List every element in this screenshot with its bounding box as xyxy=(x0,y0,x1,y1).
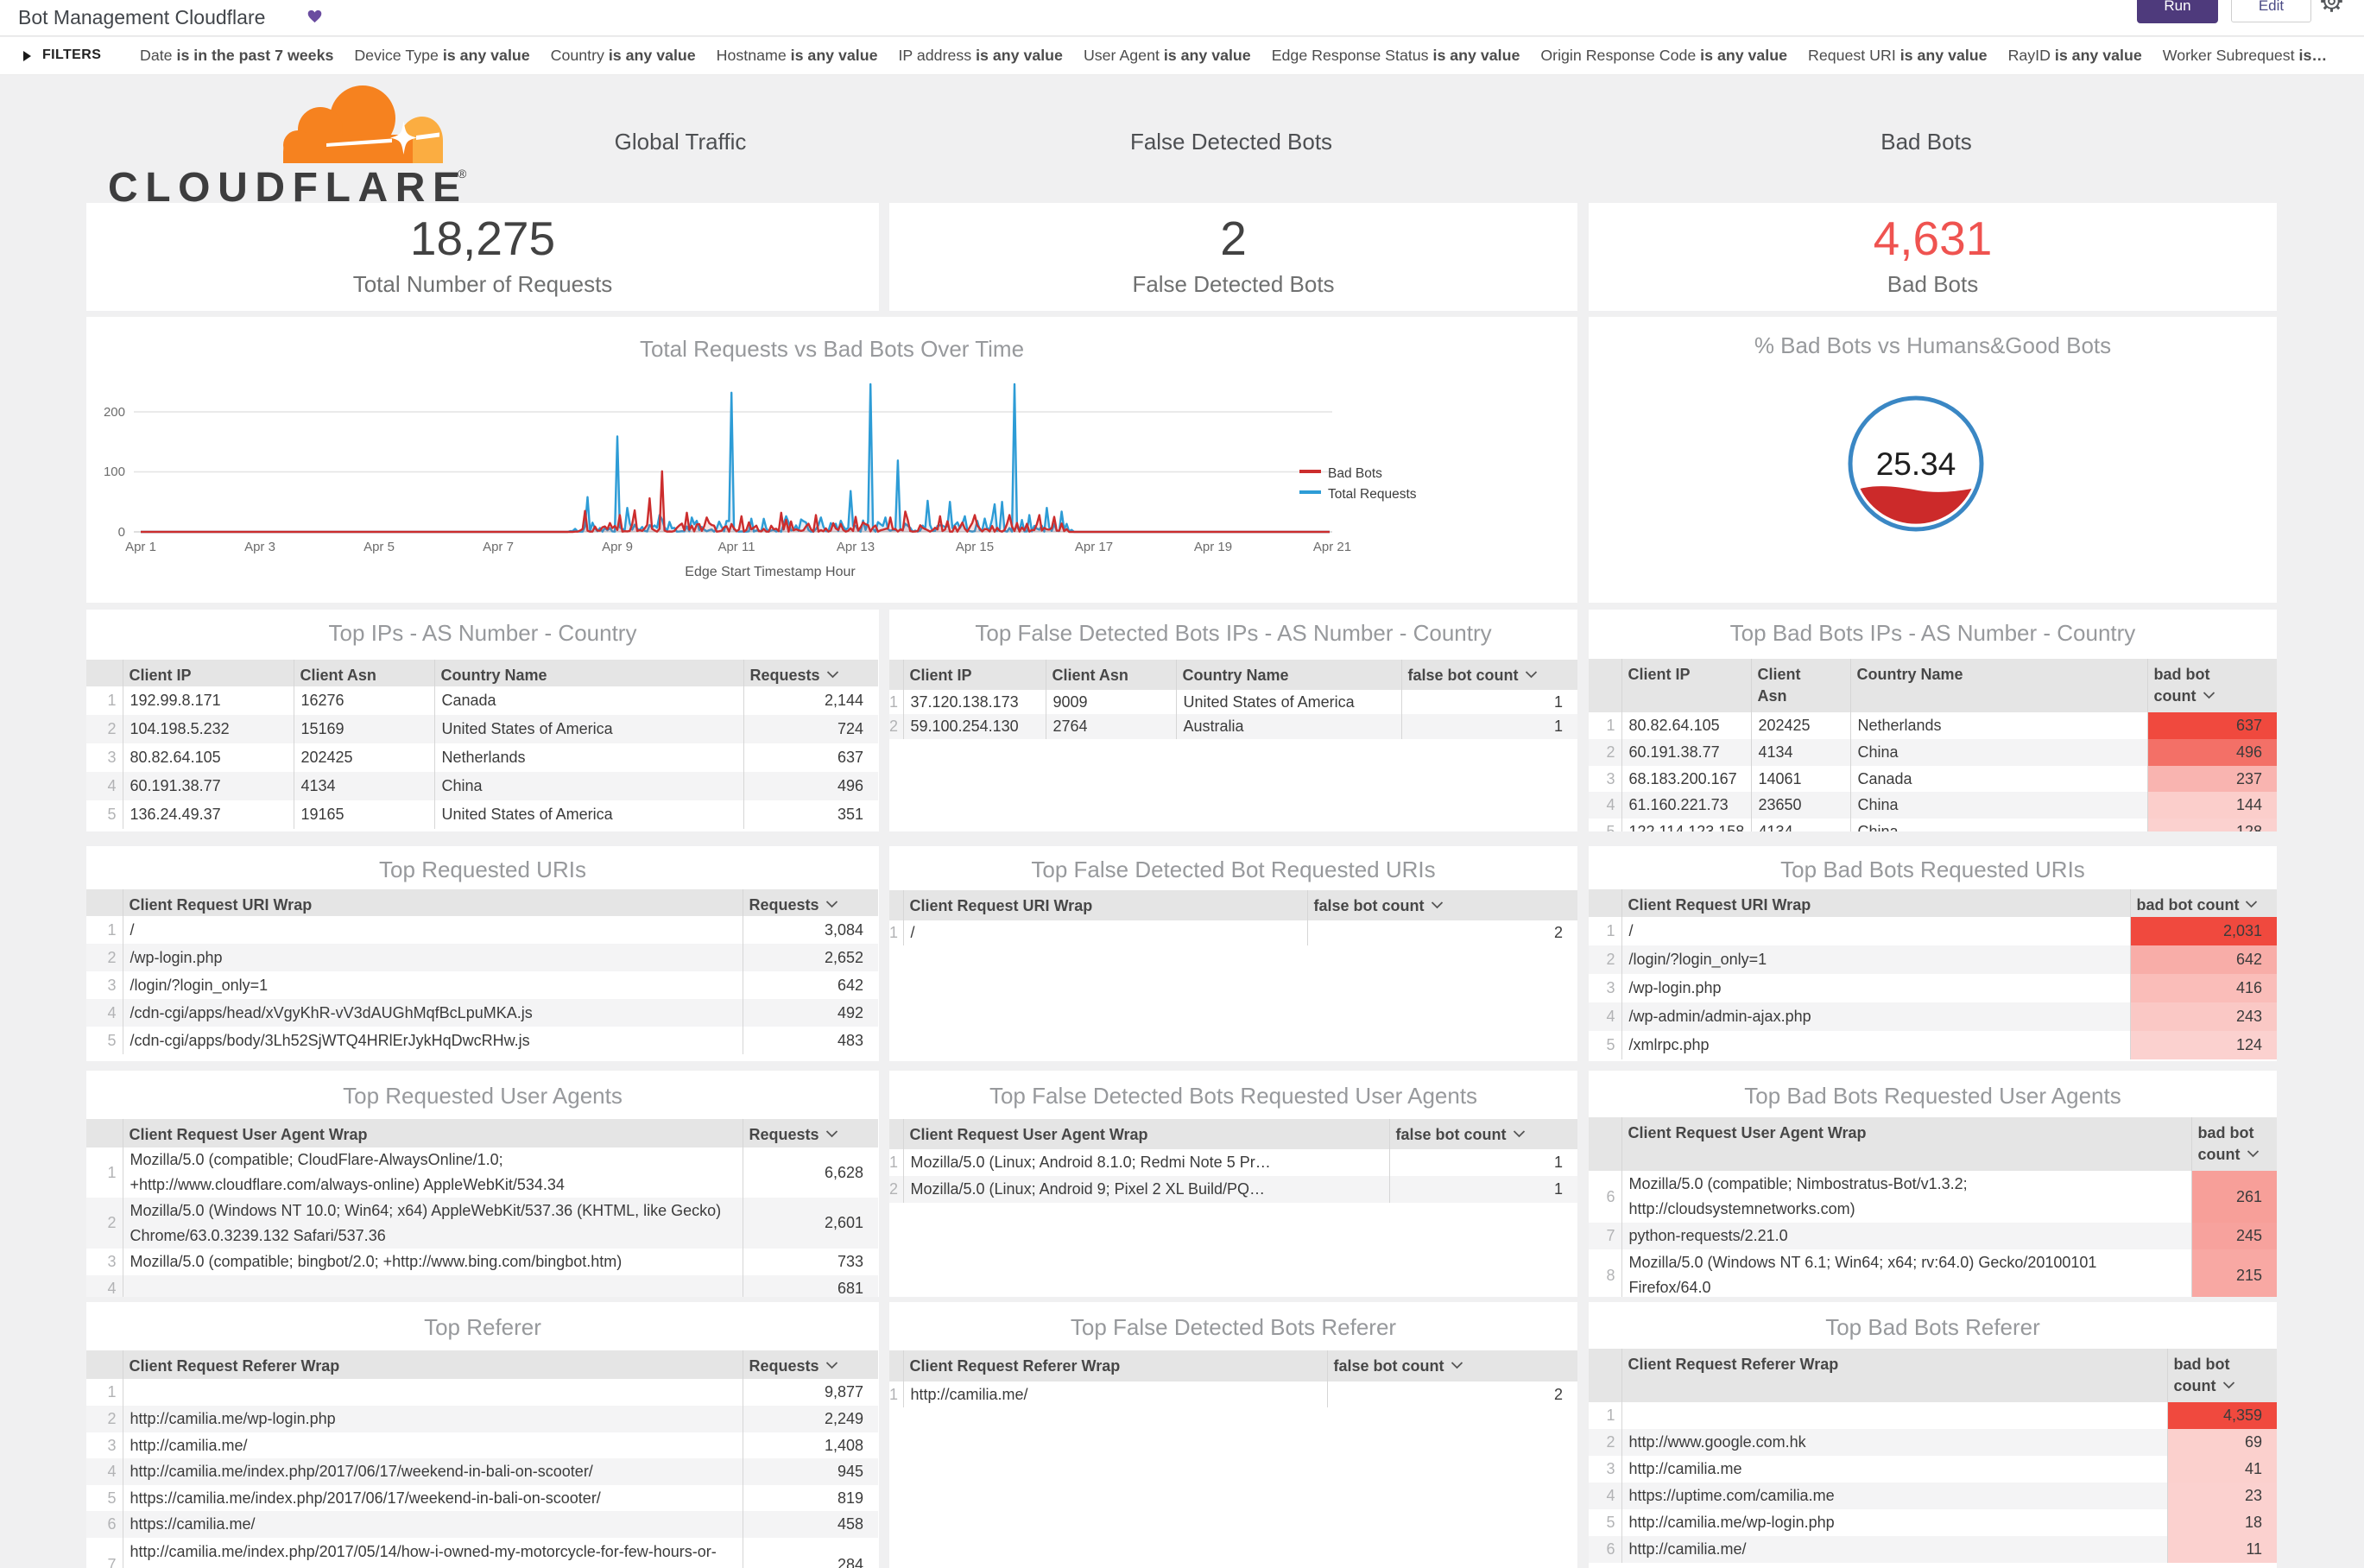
svg-text:Apr 17: Apr 17 xyxy=(1075,540,1113,554)
svg-text:Apr 11: Apr 11 xyxy=(717,540,755,554)
svg-text:Apr 13: Apr 13 xyxy=(837,540,875,554)
svg-text:®: ® xyxy=(458,167,467,180)
svg-text:Apr 3: Apr 3 xyxy=(244,540,275,554)
svg-text:0: 0 xyxy=(118,525,125,540)
svg-text:Apr 19: Apr 19 xyxy=(1194,540,1232,554)
svg-text:Apr 9: Apr 9 xyxy=(602,540,633,554)
svg-text:Bad Bots: Bad Bots xyxy=(1328,466,1382,481)
svg-text:Total Requests: Total Requests xyxy=(1328,487,1417,502)
svg-text:200: 200 xyxy=(104,405,125,420)
svg-text:Edge Start Timestamp Hour: Edge Start Timestamp Hour xyxy=(685,565,856,579)
svg-text:CLOUDFLARE: CLOUDFLARE xyxy=(109,165,468,205)
svg-text:25.34: 25.34 xyxy=(1876,446,1956,482)
svg-text:Apr 1: Apr 1 xyxy=(125,540,156,554)
svg-text:Apr 21: Apr 21 xyxy=(1313,540,1351,554)
svg-text:Apr 5: Apr 5 xyxy=(363,540,395,554)
svg-text:Apr 7: Apr 7 xyxy=(483,540,514,554)
svg-text:100: 100 xyxy=(104,465,125,479)
svg-text:Apr 15: Apr 15 xyxy=(956,540,994,554)
